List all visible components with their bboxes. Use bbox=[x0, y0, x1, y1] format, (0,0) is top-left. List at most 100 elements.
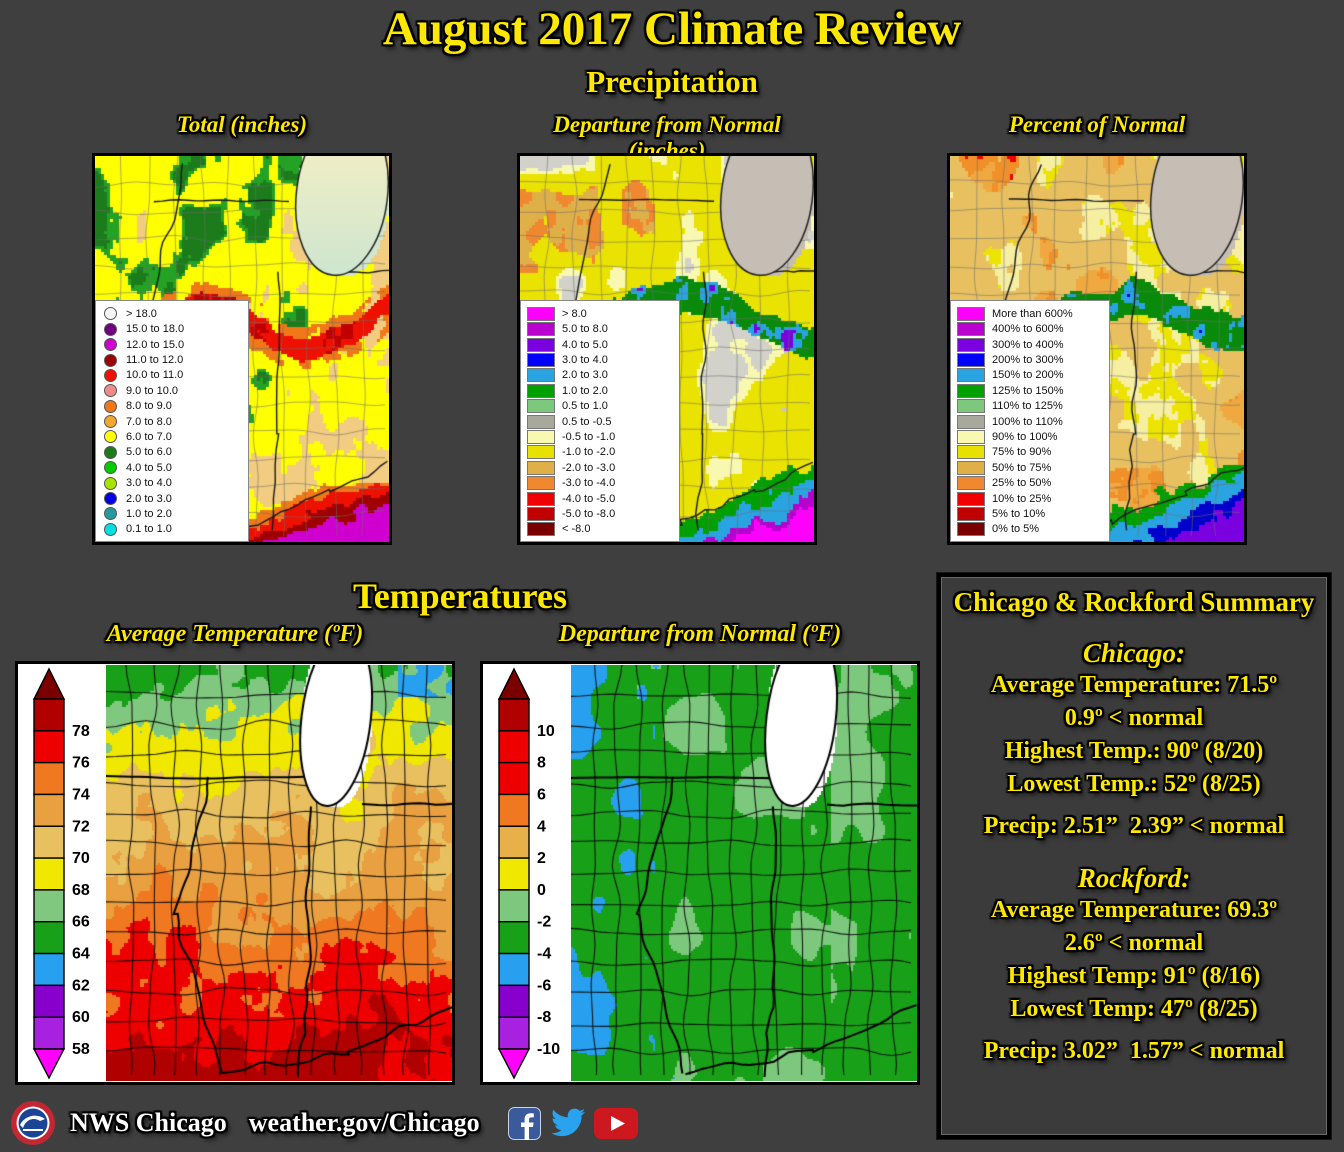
legend-row: 300% to 400% bbox=[957, 337, 1105, 352]
svg-text:8: 8 bbox=[537, 755, 546, 772]
legend-label: 11.0 to 12.0 bbox=[126, 354, 184, 366]
temp-departure-map: 10 8 6 4 2 0 -2 -4 -6 -8 -10 bbox=[480, 661, 920, 1085]
legend-swatch bbox=[104, 307, 117, 321]
legend-swatch bbox=[104, 384, 117, 398]
legend-label: 200% to 300% bbox=[992, 354, 1064, 366]
legend-label: 6.0 to 7.0 bbox=[126, 430, 172, 443]
legend-label: 4.0 to 5.0 bbox=[562, 338, 608, 351]
svg-text:58: 58 bbox=[72, 1041, 90, 1058]
legend-row: 1.0 to 2.0 bbox=[102, 506, 244, 521]
legend-row: 400% to 600% bbox=[957, 322, 1105, 337]
legend-label: 1.0 to 2.0 bbox=[126, 507, 172, 520]
avg-temperature-scale: 78 76 74 72 70 68 66 64 62 60 58 bbox=[18, 665, 106, 1081]
precip-percent-legend: More than 600% 400% to 600% 300% to 400% 20… bbox=[950, 300, 1110, 542]
legend-label: > 8.0 bbox=[562, 307, 587, 320]
legend-swatch bbox=[957, 399, 985, 414]
summary-chicago-heading: Chicago: bbox=[1082, 638, 1185, 668]
temp-departure-map-canvas bbox=[571, 665, 917, 1081]
footer-url[interactable]: weather.gov/Chicago bbox=[248, 1108, 480, 1137]
legend-swatch bbox=[527, 337, 555, 352]
legend-swatch bbox=[527, 506, 555, 521]
svg-text:-2: -2 bbox=[537, 914, 551, 931]
legend-row: 200% to 300% bbox=[957, 352, 1105, 367]
summary-chicago-highest-temp: Highest Temp.: 90º (8/20) bbox=[1004, 738, 1264, 764]
legend-label: 3.0 to 4.0 bbox=[126, 477, 172, 490]
svg-text:76: 76 bbox=[72, 755, 90, 772]
legend-swatch bbox=[957, 368, 985, 383]
svg-text:70: 70 bbox=[72, 850, 90, 867]
legend-row: < -8.0 bbox=[527, 522, 675, 537]
legend-row: 4.0 to 5.0 bbox=[102, 460, 244, 475]
svg-text:0: 0 bbox=[537, 882, 546, 899]
legend-label: 0.5 to -0.5 bbox=[562, 415, 612, 428]
legend-label: > 18.0 bbox=[126, 307, 157, 320]
legend-label: -4.0 to -5.0 bbox=[562, 492, 616, 505]
legend-swatch bbox=[104, 430, 117, 444]
summary-title: Chicago & Rockford Summary bbox=[953, 587, 1315, 617]
legend-row: 3.0 to 4.0 bbox=[102, 475, 244, 490]
legend-row: 3.0 to 4.0 bbox=[527, 352, 675, 367]
youtube-icon[interactable] bbox=[593, 1107, 638, 1139]
avg-temperature-map: 78 76 74 72 70 68 66 64 62 60 58 bbox=[15, 661, 455, 1085]
legend-swatch bbox=[104, 368, 117, 382]
twitter-icon[interactable] bbox=[549, 1108, 586, 1139]
legend-swatch bbox=[104, 399, 117, 413]
legend-swatch bbox=[104, 322, 117, 336]
legend-swatch bbox=[957, 522, 985, 537]
legend-label: -1.0 to -2.0 bbox=[562, 446, 616, 459]
legend-swatch bbox=[104, 522, 117, 536]
precip-departure-legend: > 8.0 5.0 to 8.0 4.0 to 5.0 3.0 to 4.0 2.0 t… bbox=[520, 300, 680, 542]
legend-swatch bbox=[104, 353, 117, 367]
facebook-icon[interactable] bbox=[507, 1106, 541, 1140]
legend-label: 0.1 to 1.0 bbox=[126, 523, 172, 536]
section-precipitation-title: Precipitation bbox=[586, 64, 758, 99]
summary-rockford-heading: Rockford: bbox=[1077, 863, 1191, 893]
legend-label: 400% to 600% bbox=[992, 323, 1064, 336]
legend-swatch bbox=[957, 429, 985, 444]
legend-swatch bbox=[957, 460, 985, 475]
legend-label: 10% to 25% bbox=[992, 492, 1052, 505]
legend-row: 11.0 to 12.0 bbox=[102, 352, 244, 367]
svg-text:10: 10 bbox=[537, 723, 555, 740]
legend-row: 12.0 to 15.0 bbox=[102, 337, 244, 352]
legend-row: -5.0 to -8.0 bbox=[527, 506, 675, 521]
svg-text:66: 66 bbox=[72, 914, 90, 931]
legend-row: 5% to 10% bbox=[957, 506, 1105, 521]
summary-panel: Chicago & Rockford Summary Chicago: Aver… bbox=[937, 573, 1331, 1139]
legend-row: 2.0 to 3.0 bbox=[102, 491, 244, 506]
legend-label: -5.0 to -8.0 bbox=[562, 507, 616, 520]
legend-row: 0.1 to 1.0 bbox=[102, 522, 244, 537]
svg-text:-10: -10 bbox=[537, 1041, 560, 1058]
map-title-precip-departure: Departure from Normal (inches) bbox=[553, 112, 781, 163]
legend-row: 110% to 125% bbox=[957, 398, 1105, 414]
legend-row: 25% to 50% bbox=[957, 475, 1105, 491]
legend-row: > 18.0 bbox=[102, 306, 244, 321]
legend-row: 90% to 100% bbox=[957, 429, 1105, 444]
map-title-temp-departure: Departure from Normal (ºF) bbox=[558, 621, 842, 647]
legend-swatch bbox=[104, 476, 117, 490]
legend-label: -2.0 to -3.0 bbox=[562, 461, 616, 474]
svg-text:68: 68 bbox=[72, 882, 90, 899]
legend-label: -3.0 to -4.0 bbox=[562, 477, 616, 490]
legend-swatch bbox=[527, 322, 555, 337]
legend-row: -1.0 to -2.0 bbox=[527, 445, 675, 460]
legend-row: 0% to 5% bbox=[957, 522, 1105, 537]
legend-swatch bbox=[527, 491, 555, 506]
svg-text:60: 60 bbox=[72, 1009, 90, 1026]
legend-label: 125% to 150% bbox=[992, 384, 1064, 397]
page-title: August 2017 Climate Review bbox=[382, 3, 962, 55]
legend-label: 15.0 to 18.0 bbox=[126, 323, 185, 336]
summary-chicago-precip: Precip: 2.51” 2.39” < normal bbox=[983, 813, 1285, 839]
legend-swatch bbox=[957, 506, 985, 521]
avg-temperature-map-canvas bbox=[106, 665, 452, 1081]
legend-swatch bbox=[957, 322, 985, 337]
legend-row: 150% to 200% bbox=[957, 368, 1105, 383]
legend-swatch bbox=[957, 353, 985, 367]
svg-text:62: 62 bbox=[72, 977, 90, 994]
legend-swatch bbox=[527, 414, 555, 429]
legend-label: 5.0 to 6.0 bbox=[126, 446, 172, 459]
legend-label: 12.0 to 15.0 bbox=[126, 338, 185, 351]
legend-row: -0.5 to -1.0 bbox=[527, 429, 675, 444]
legend-swatch bbox=[104, 492, 117, 506]
legend-swatch bbox=[957, 414, 985, 429]
